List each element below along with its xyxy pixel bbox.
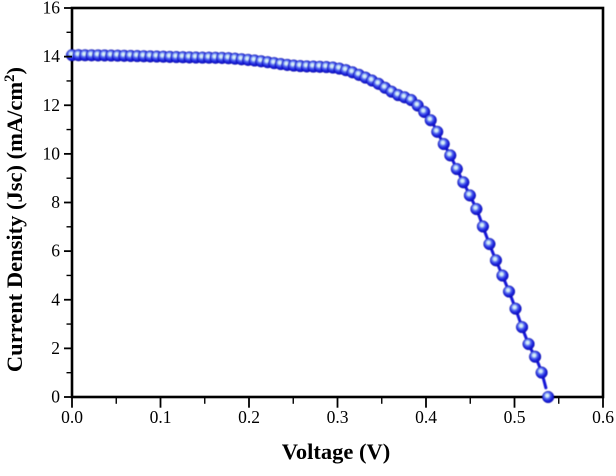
- svg-text:14: 14: [43, 46, 61, 66]
- svg-text:0.6: 0.6: [592, 407, 614, 427]
- svg-text:2: 2: [51, 338, 60, 358]
- svg-text:0.3: 0.3: [327, 407, 349, 427]
- svg-text:4: 4: [51, 289, 60, 309]
- svg-text:0.2: 0.2: [238, 407, 260, 427]
- svg-text:0.1: 0.1: [150, 407, 172, 427]
- svg-text:16: 16: [43, 0, 61, 18]
- svg-text:Voltage (V): Voltage (V): [282, 439, 391, 464]
- svg-text:0.4: 0.4: [415, 407, 437, 427]
- svg-text:8: 8: [51, 192, 60, 212]
- svg-text:0.0: 0.0: [61, 407, 83, 427]
- svg-text:12: 12: [43, 95, 61, 115]
- svg-text:10: 10: [43, 143, 61, 163]
- svg-text:Current Density (Jsc) (mA/cm2): Current Density (Jsc) (mA/cm2): [2, 67, 27, 372]
- svg-text:6: 6: [51, 241, 60, 261]
- svg-text:0: 0: [51, 387, 60, 407]
- svg-text:0.5: 0.5: [504, 407, 526, 427]
